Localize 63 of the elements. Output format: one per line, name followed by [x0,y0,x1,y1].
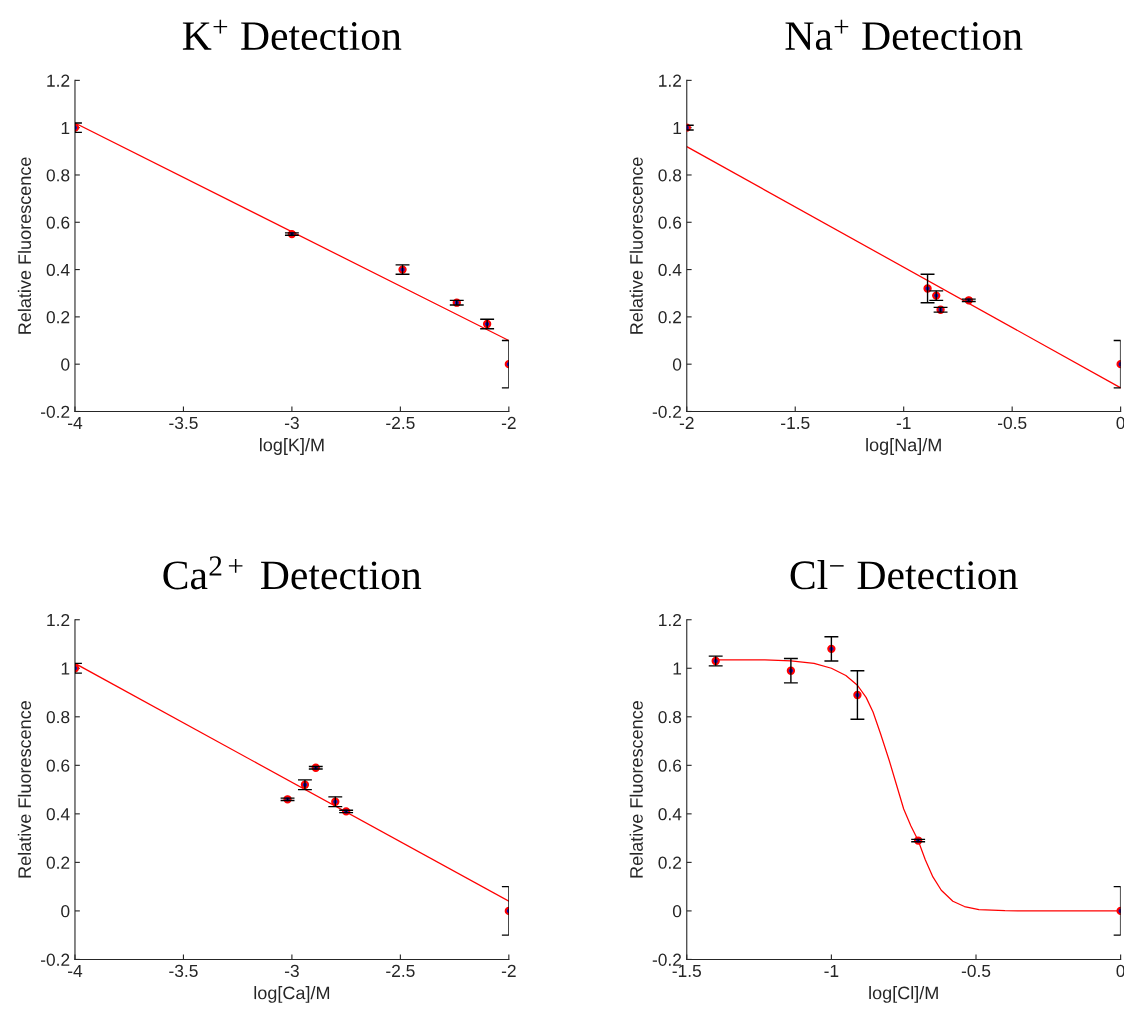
y-axis-title: Relative Fluorescence [629,701,643,878]
chart-title: Ca$^{2+}$ Detection [163,556,422,590]
y-tick-label: 0.6 [46,216,70,229]
x-axis-title: log[Cl]/M [869,986,938,1003]
x-tick-label: -1.5 [781,416,810,430]
y-tick-label: 0 [672,905,682,918]
y-tick-label: 0.8 [658,710,682,724]
x-axis-title: log[K]/M [260,438,324,455]
x-tick-label: 0 [1116,416,1124,430]
y-tick-label: 0.8 [46,169,70,182]
y-tick-label: 0.6 [46,759,70,772]
y-tick-label: 0.4 [658,263,682,277]
chart-title: Cl$^{−}$ Detection [790,560,1018,590]
x-tick-label: -3.5 [169,964,198,978]
x-axis-title: log[Ca]/M [254,986,330,1003]
y-tick-label: 0.8 [658,169,682,182]
y-tick-label: 0 [672,358,682,371]
x-tick-label: -0.5 [961,964,991,978]
y-tick-label: 1 [673,122,682,134]
y-tick-label: 0.2 [658,311,682,324]
x-tick-label: -1.5 [672,964,701,978]
y-tick-label: 0.6 [658,216,682,229]
y-tick-label: 0 [61,905,70,918]
x-tick-label: -4 [68,416,83,429]
chart-title: K$^{+}$ Detection [182,19,402,51]
x-tick-label: -1 [824,964,839,977]
x-tick-label: -3 [284,964,299,978]
y-tick-label: 0.4 [46,263,70,277]
y-tick-label: 1.2 [659,74,682,87]
x-tick-label: -2 [501,416,516,429]
y-axis-title: Relative Fluorescence [17,701,32,878]
y-axis-title: Relative Fluorescence [17,157,32,334]
x-tick-label: -0.5 [997,416,1027,430]
x-axis-title: log[Na]/M [866,438,941,455]
y-tick-label: 1 [61,662,70,675]
y-tick-label: 1.2 [47,613,70,627]
y-tick-label: 0.6 [658,759,682,772]
y-tick-label: 1.2 [47,74,70,87]
x-tick-label: -2.5 [386,964,415,978]
y-tick-label: -0.2 [652,405,682,418]
y-tick-label: -0.2 [40,953,70,966]
x-tick-label: -1 [896,416,911,429]
x-tick-label: -3 [284,416,299,430]
y-tick-label: -0.2 [40,405,70,418]
y-tick-label: 0.4 [658,808,682,821]
y-tick-label: 0.2 [658,856,682,869]
y-tick-label: 0 [61,358,70,371]
y-tick-label: 1 [61,122,70,134]
chart-title: Na$^{+}$ Detection [785,19,1023,51]
x-tick-label: -2 [501,964,516,977]
y-tick-label: 0.2 [46,856,70,869]
y-tick-label: 0.8 [46,710,70,724]
y-tick-label: 1 [673,662,682,675]
x-tick-label: -2 [679,416,694,429]
y-tick-label: 0.4 [46,808,70,821]
y-axis-title: Relative Fluorescence [629,157,643,334]
y-tick-label: 0.2 [46,311,70,324]
x-tick-label: -2.5 [386,416,415,430]
x-tick-label: 0 [1116,964,1124,978]
y-tick-label: -0.2 [652,953,682,966]
x-tick-label: -3.5 [169,416,198,430]
x-tick-label: -4 [68,964,83,977]
y-tick-label: 1.2 [659,613,682,627]
